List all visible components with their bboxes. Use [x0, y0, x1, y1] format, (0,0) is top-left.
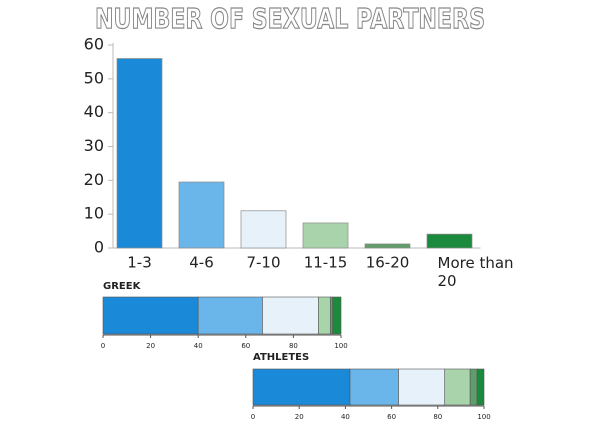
x-tick-label: 80 — [433, 413, 442, 421]
y-tick-label: 20 — [84, 170, 104, 189]
x-tick-label: 40 — [341, 413, 350, 421]
x-tick-label: 80 — [289, 342, 298, 350]
x-tick-label: 7-10 — [246, 254, 280, 272]
y-tick-label: 40 — [84, 102, 104, 121]
bar-segment — [197, 296, 263, 335]
bar-segment — [444, 368, 471, 406]
x-tick-label: 100 — [477, 413, 490, 421]
y-tick-label: 30 — [84, 136, 104, 155]
bar — [240, 210, 287, 249]
x-tick-label: 100 — [334, 342, 347, 350]
bar — [302, 222, 349, 249]
bar-segment — [102, 296, 199, 335]
bar-segment — [262, 296, 319, 335]
bar-segment — [349, 368, 399, 406]
x-tick-label: 20 — [146, 342, 155, 350]
x-tick-label: 11-15 — [304, 254, 348, 272]
x-tick-label: 1-3 — [127, 254, 152, 272]
chart-title: NUMBER OF SEXUAL PARTNERS — [95, 2, 485, 35]
bar — [364, 243, 411, 249]
panel-title: GREEK — [103, 281, 142, 292]
bar-segment — [252, 368, 351, 406]
x-tick-label: 4-6 — [189, 254, 214, 272]
x-tick-label: 0 — [101, 342, 105, 350]
y-tick-label: 50 — [84, 68, 104, 87]
bar-segment — [469, 368, 478, 406]
x-tick-label: 0 — [251, 413, 255, 421]
label-line: More than — [438, 254, 519, 272]
bar — [178, 181, 225, 249]
x-tick-label: 60 — [387, 413, 396, 421]
x-tick-label: More than 20 — [438, 254, 519, 290]
bar-segment — [398, 368, 446, 406]
x-tick-label: 16-20 — [366, 254, 410, 272]
panel-title: ATHLETES — [253, 352, 309, 363]
y-tick-label: 60 — [84, 35, 104, 54]
bar-segment — [476, 368, 485, 406]
bar-segment — [332, 296, 342, 335]
x-tick-label: 40 — [194, 342, 203, 350]
bar-segment — [329, 296, 333, 335]
bar — [116, 58, 163, 249]
bar — [426, 233, 473, 249]
y-tick-label: 0 — [94, 238, 104, 257]
y-tick-label: 10 — [84, 204, 104, 223]
bar-segment — [318, 296, 331, 335]
x-tick-label: 20 — [295, 413, 304, 421]
label-line: 20 — [438, 272, 457, 290]
x-tick-label: 60 — [241, 342, 250, 350]
